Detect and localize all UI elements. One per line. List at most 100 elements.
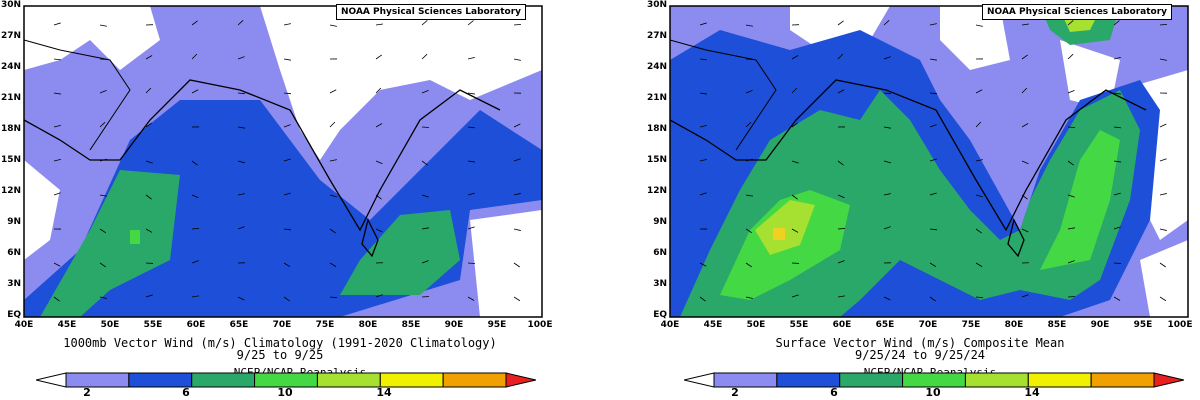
credit-label: NOAA Physical Sciences Laboratory — [336, 4, 527, 20]
lon-label: 50E — [746, 320, 766, 330]
wind-vector — [283, 58, 291, 61]
wind-vector — [699, 159, 707, 162]
lon-label: 80E — [1004, 320, 1024, 330]
wind-vector — [145, 122, 152, 128]
lat-label: EQ — [7, 310, 21, 320]
wind-vector — [329, 262, 337, 267]
lon-label: 45E — [703, 320, 723, 330]
lat-label: 12N — [0, 186, 21, 196]
wind-vector — [975, 228, 982, 234]
wind-vector — [837, 20, 844, 26]
wind-vector — [467, 56, 475, 60]
wind-vector — [53, 22, 61, 26]
lat-label: 12N — [646, 186, 667, 196]
wind-vector — [745, 24, 753, 27]
lat-label: 30N — [646, 0, 667, 10]
wind-vector — [837, 194, 845, 199]
wind-vector — [53, 92, 61, 95]
wind-vector — [1159, 123, 1167, 128]
wind-vector — [99, 296, 107, 299]
colorbar-label: 10 — [925, 386, 941, 399]
wind-vector — [1021, 228, 1029, 233]
colorbar-swatch — [1027, 372, 1092, 388]
wind-vector — [191, 260, 199, 264]
wind-vector — [1113, 262, 1122, 264]
wind-vector — [1113, 296, 1121, 301]
wind-vector — [329, 159, 337, 162]
lon-label: 60E — [832, 320, 852, 330]
wind-vector — [145, 55, 153, 60]
lat-label: 15N — [646, 155, 667, 165]
wind-vector — [375, 294, 383, 298]
wind-vector — [375, 54, 382, 60]
colorbar-label: 6 — [830, 386, 838, 399]
wind-vector — [837, 89, 845, 94]
wind-vector — [791, 55, 799, 60]
wind-vector — [1067, 90, 1075, 94]
wind-vector — [699, 125, 707, 128]
wind-vector — [283, 262, 291, 268]
wind-vector — [99, 262, 106, 268]
wind-vector — [883, 126, 891, 129]
wind-vector — [929, 58, 937, 61]
colorbar-swatch — [839, 372, 904, 388]
wind-vector — [929, 124, 937, 128]
wind-vector — [1021, 54, 1028, 60]
colorbar-label: 2 — [731, 386, 739, 399]
wind-vector — [883, 19, 890, 26]
wind-vector — [929, 296, 936, 302]
lat-label: 30N — [0, 0, 21, 10]
wind-vector — [467, 226, 475, 230]
lon-label: 95E — [487, 320, 507, 330]
wind-vector — [837, 228, 846, 230]
left-colorbar — [36, 372, 536, 388]
wind-vector — [745, 194, 753, 197]
wind-vector — [145, 194, 152, 200]
wind-vector — [699, 58, 707, 61]
wind-vector — [283, 192, 291, 196]
wind-vector — [53, 125, 61, 128]
wind-vector — [883, 226, 891, 230]
wind-vector — [237, 193, 245, 196]
wind-vector — [237, 160, 245, 164]
wind-vector — [1159, 228, 1167, 231]
lat-label: 3N — [7, 279, 21, 289]
wind-vector — [421, 260, 429, 264]
wind-vector — [329, 121, 336, 128]
wind-vector — [191, 53, 198, 60]
lat-label: 24N — [646, 62, 667, 72]
colorbar-label: 10 — [277, 386, 293, 399]
wind-vector — [1067, 20, 1074, 26]
wind-vector — [191, 295, 199, 298]
colorbar-swatch — [964, 372, 1029, 388]
lat-label: 6N — [653, 248, 667, 258]
wind-vector — [467, 92, 475, 95]
left-map-panel: NOAA Physical Sciences Laboratory 30N 27… — [0, 0, 560, 400]
lat-label: 9N — [653, 217, 667, 227]
wind-vector — [1113, 192, 1121, 196]
wind-vector — [513, 262, 520, 268]
wind-vector — [791, 294, 799, 298]
wind-vector — [791, 87, 798, 94]
credit-label: NOAA Physical Sciences Laboratory — [982, 4, 1173, 20]
wind-vector — [283, 92, 292, 95]
colorbar-label: 2 — [83, 386, 91, 399]
wind-vector — [237, 92, 246, 95]
lat-label: 15N — [0, 155, 21, 165]
wind-vector — [237, 126, 245, 129]
wind-vector — [99, 90, 107, 94]
wind-vector — [53, 262, 61, 267]
lat-label: 18N — [646, 124, 667, 134]
wind-vector — [421, 227, 429, 230]
right-caption-dates: 9/25/24 to 9/25/24 — [854, 348, 986, 362]
wind-vector — [929, 92, 938, 95]
lat-label: 6N — [7, 248, 21, 258]
wind-vector — [1021, 194, 1028, 200]
wind-vector — [1067, 194, 1075, 198]
wind-vector — [699, 92, 707, 95]
right-map-panel: NOAA Physical Sciences Laboratory 30N 27… — [640, 0, 1200, 400]
wind-vector — [929, 228, 937, 231]
lon-label: 100E — [527, 320, 553, 330]
wind-vector — [699, 22, 707, 26]
colorbar-label: 6 — [182, 386, 190, 399]
